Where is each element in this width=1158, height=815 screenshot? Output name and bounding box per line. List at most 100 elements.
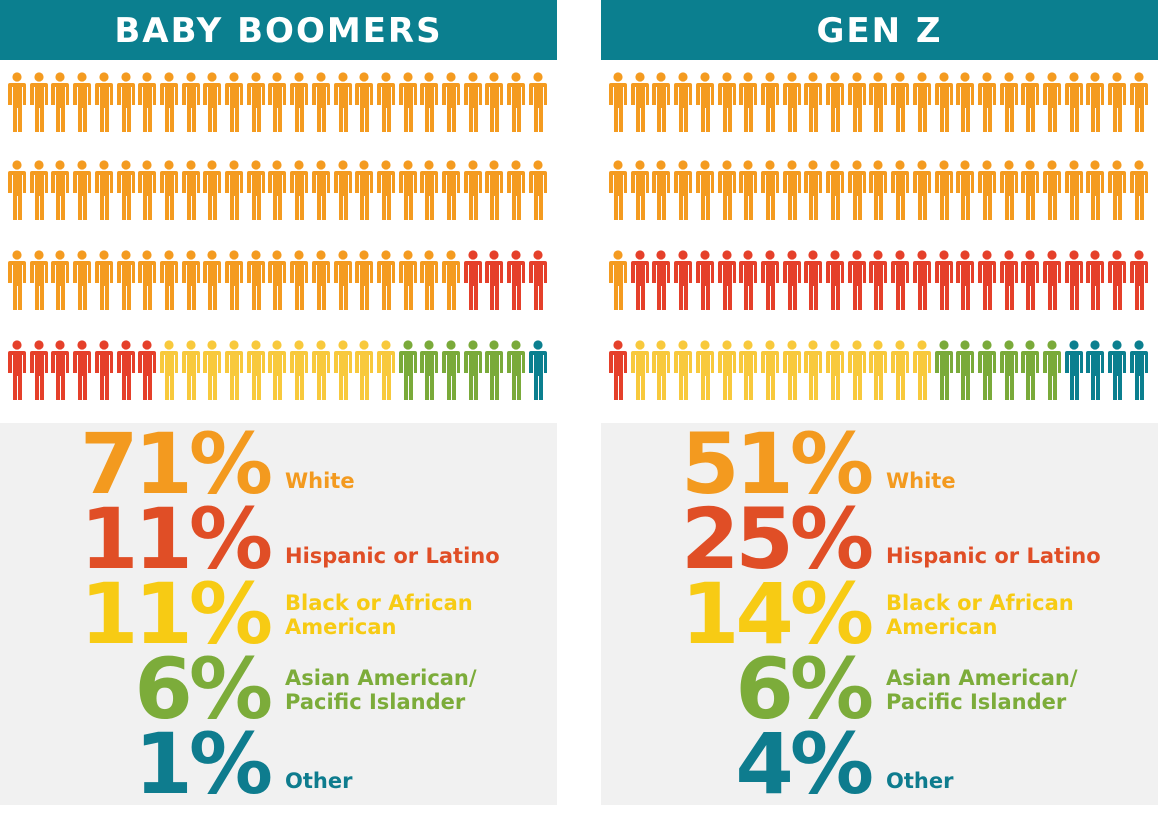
person-icon-hispanic-or-latino (630, 250, 649, 310)
person-icon-hispanic-or-latino (73, 340, 92, 400)
person-icon-asian-american-pacific-islander (507, 340, 526, 400)
person-icon-white (977, 160, 996, 220)
person-icon-hispanic-or-latino (463, 250, 482, 310)
person-icon-white (51, 250, 70, 310)
person-icon-white (804, 72, 823, 132)
person-icon-white (181, 250, 200, 310)
person-icon-white (739, 72, 758, 132)
person-icon-hispanic-or-latino (1108, 250, 1127, 310)
person-icon-hispanic-or-latino (804, 250, 823, 310)
person-icon-white (739, 160, 758, 220)
person-icon-hispanic-or-latino (94, 340, 113, 400)
person-icon-white (912, 160, 931, 220)
person-icon-white (609, 160, 627, 220)
person-icon-hispanic-or-latino (934, 250, 953, 310)
person-icon-white (485, 72, 504, 132)
person-icon-other (1086, 340, 1105, 400)
person-icon-white (94, 72, 113, 132)
panel-gen-z: GEN Z (601, 0, 1158, 815)
stat-label: Black or African American (886, 591, 1074, 639)
stat-1: 25% Hispanic or Latino (601, 497, 1158, 581)
stat-percentage: 4% (735, 715, 874, 813)
person-icon-black-or-african-american (869, 340, 888, 400)
person-icon-white (1043, 160, 1061, 220)
person-icon-white (29, 72, 48, 132)
person-icon-white (695, 72, 714, 132)
stat-3: 6% Asian American/ Pacific Islander (0, 647, 557, 731)
person-icon-other (1129, 340, 1148, 400)
person-icon-white (290, 72, 309, 132)
person-icon-white (782, 72, 801, 132)
person-icon-white (956, 72, 975, 132)
person-icon-hispanic-or-latino (826, 250, 844, 310)
person-icon-white (420, 250, 439, 310)
panel-title: GEN Z (601, 0, 1158, 60)
person-icon-asian-american-pacific-islander (1021, 340, 1040, 400)
person-icon-white (159, 72, 178, 132)
person-icon-white (420, 160, 439, 220)
stat-4: 4% Other (601, 715, 1158, 813)
person-icon-black-or-african-american (782, 340, 801, 400)
person-icon-black-or-african-american (181, 340, 200, 400)
person-icon-white (225, 250, 243, 310)
person-icon-white (977, 72, 996, 132)
person-icon-white (29, 160, 48, 220)
person-icon-white (355, 72, 374, 132)
person-icon-black-or-african-american (891, 340, 910, 400)
stat-label: White (285, 469, 355, 493)
person-icon-black-or-african-american (290, 340, 309, 400)
person-icon-white (1043, 72, 1061, 132)
person-icon-hispanic-or-latino (528, 250, 547, 310)
icon-row (609, 72, 1154, 136)
person-icon-white (246, 160, 265, 220)
person-icon-hispanic-or-latino (51, 340, 70, 400)
icon-row (609, 250, 1154, 314)
person-icon-white (674, 72, 693, 132)
person-icon-white (934, 160, 953, 220)
person-icon-asian-american-pacific-islander (956, 340, 975, 400)
person-icon-white (463, 72, 482, 132)
person-icon-hispanic-or-latino (1086, 250, 1105, 310)
person-icon-hispanic-or-latino (8, 340, 26, 400)
person-icon-hispanic-or-latino (977, 250, 996, 310)
person-icon-white (912, 72, 931, 132)
icon-row (609, 340, 1154, 404)
person-icon-white (934, 72, 953, 132)
icon-row (8, 72, 553, 136)
person-icon-white (999, 160, 1018, 220)
person-icon-white (869, 160, 888, 220)
person-icon-white (225, 160, 243, 220)
person-icon-white (355, 160, 374, 220)
person-icon-white (116, 160, 135, 220)
person-icon-white (826, 72, 844, 132)
person-icon-white (268, 160, 287, 220)
person-icon-white (1086, 160, 1105, 220)
person-icon-white (847, 72, 866, 132)
person-icon-hispanic-or-latino (999, 250, 1018, 310)
person-icon-asian-american-pacific-islander (934, 340, 953, 400)
person-icon-white (760, 160, 779, 220)
person-icon-asian-american-pacific-islander (463, 340, 482, 400)
person-icon-white (138, 160, 157, 220)
person-icon-white (73, 250, 92, 310)
person-icon-asian-american-pacific-islander (977, 340, 996, 400)
person-icon-white (246, 72, 265, 132)
person-icon-white (138, 72, 157, 132)
stat-label: Other (886, 769, 954, 793)
stat-1: 11% Hispanic or Latino (0, 497, 557, 581)
person-icon-white (398, 250, 417, 310)
person-icon-white (181, 72, 200, 132)
person-icon-black-or-african-american (847, 340, 866, 400)
person-icon-black-or-african-american (268, 340, 287, 400)
person-icon-black-or-african-american (739, 340, 758, 400)
person-icon-hispanic-or-latino (912, 250, 931, 310)
stat-2: 14% Black or African American (601, 565, 1158, 663)
person-icon-white (891, 72, 910, 132)
person-icon-hispanic-or-latino (717, 250, 736, 310)
person-icon-hispanic-or-latino (1064, 250, 1083, 310)
person-icon-white (717, 160, 736, 220)
person-icon-white (420, 72, 439, 132)
stat-percentage: 14% (680, 565, 874, 663)
person-icon-white (695, 160, 714, 220)
person-icon-white (442, 250, 460, 310)
